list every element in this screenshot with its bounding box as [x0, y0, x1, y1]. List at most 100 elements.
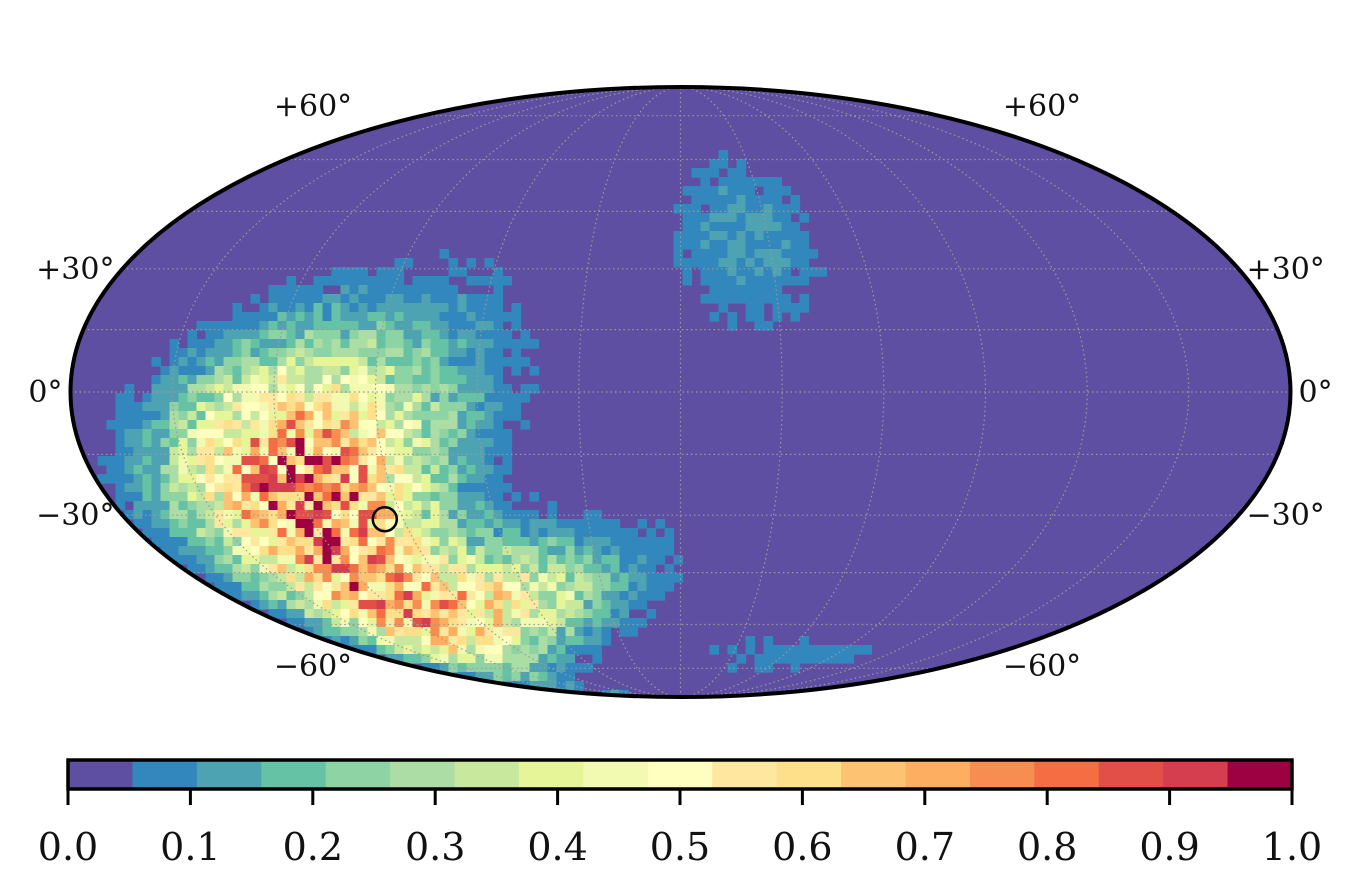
heat-cell	[439, 555, 450, 565]
heat-cell	[619, 627, 630, 637]
heat-cell	[358, 294, 369, 304]
heat-cell	[205, 384, 216, 394]
heat-cell	[466, 627, 477, 637]
heat-cell	[646, 537, 657, 547]
heat-cell	[160, 546, 171, 556]
heat-cell	[466, 384, 477, 394]
heat-cell	[574, 546, 585, 556]
heat-cell	[565, 654, 576, 664]
heat-cell	[412, 555, 423, 565]
heat-cell	[241, 348, 252, 358]
heat-cell	[493, 339, 504, 349]
heat-cell	[322, 348, 333, 358]
heat-cell	[475, 573, 486, 583]
heat-cell	[115, 393, 126, 403]
heat-cell	[250, 492, 261, 502]
heat-cell	[538, 528, 549, 538]
heat-cell	[142, 519, 153, 529]
heat-cell	[187, 393, 198, 403]
heat-cell	[457, 375, 468, 385]
heat-cell	[394, 303, 405, 313]
heat-cell	[367, 546, 378, 556]
lat-label-left: +30°	[36, 252, 114, 287]
heat-cell	[763, 267, 774, 277]
heat-cell	[439, 609, 450, 619]
heat-cell	[628, 546, 639, 556]
heat-cell	[367, 303, 378, 313]
heat-cell	[529, 573, 540, 583]
heat-cell	[493, 555, 504, 565]
longitude-line	[171, 87, 681, 697]
heat-cell	[556, 672, 567, 682]
heat-cell	[430, 636, 441, 646]
heat-cell	[367, 537, 378, 547]
heat-cell	[241, 519, 252, 529]
heat-cell	[313, 330, 324, 340]
heat-cell	[385, 420, 396, 430]
heat-cell	[475, 321, 486, 331]
heat-cell	[430, 357, 441, 367]
heat-cell	[439, 294, 450, 304]
heat-cell	[421, 303, 432, 313]
heat-cell	[376, 339, 387, 349]
heat-cell	[718, 258, 729, 268]
heat-cell	[655, 537, 666, 547]
heat-cell	[574, 528, 585, 538]
colorbar-segment	[196, 760, 262, 789]
heat-cell	[277, 465, 288, 475]
heat-cell	[718, 150, 729, 160]
heat-cell	[502, 600, 513, 610]
heat-cell	[385, 276, 396, 286]
heat-cell	[214, 537, 225, 547]
heat-cell	[610, 591, 621, 601]
heat-cell	[385, 411, 396, 421]
colorbar-tick-label: 0.4	[527, 825, 587, 869]
lat-label-left: −60°	[274, 649, 352, 684]
heat-cell	[448, 258, 459, 268]
heat-cell	[133, 429, 144, 439]
heat-cell	[349, 600, 360, 610]
heat-cell	[457, 348, 468, 358]
heat-cell	[295, 402, 306, 412]
heat-cell	[358, 447, 369, 457]
heat-cell	[727, 321, 738, 331]
heat-cell	[412, 411, 423, 421]
heat-cell	[511, 618, 522, 628]
heat-cell	[340, 438, 351, 448]
heat-cell	[412, 654, 423, 664]
heat-cell	[565, 591, 576, 601]
heat-cell	[322, 591, 333, 601]
heat-cell	[286, 420, 297, 430]
heat-cell	[259, 564, 270, 574]
heat-cell	[790, 240, 801, 250]
heat-cell	[439, 474, 450, 484]
heat-cell	[448, 438, 459, 448]
heat-cell	[205, 429, 216, 439]
heat-cell	[268, 492, 279, 502]
heat-cell	[169, 429, 180, 439]
heat-cell	[709, 186, 720, 196]
heat-cell	[376, 420, 387, 430]
heat-cell	[295, 609, 306, 619]
heat-cell	[691, 258, 702, 268]
heat-cell	[484, 663, 495, 673]
heat-cell	[340, 483, 351, 493]
heat-cell	[268, 420, 279, 430]
heat-cell	[331, 537, 342, 547]
heat-cell	[376, 636, 387, 646]
heat-cell	[430, 474, 441, 484]
heat-cell	[520, 627, 531, 637]
heat-cell	[286, 600, 297, 610]
heat-cell	[412, 357, 423, 367]
heat-cell	[241, 393, 252, 403]
heat-cell	[439, 483, 450, 493]
heat-cell	[214, 519, 225, 529]
heat-cell	[754, 231, 765, 241]
heat-cell	[223, 492, 234, 502]
heat-cell	[448, 636, 459, 646]
heat-cell	[187, 546, 198, 556]
heat-cell	[439, 501, 450, 511]
heat-cell	[241, 474, 252, 484]
heat-cell	[502, 510, 513, 520]
heat-cell	[484, 483, 495, 493]
